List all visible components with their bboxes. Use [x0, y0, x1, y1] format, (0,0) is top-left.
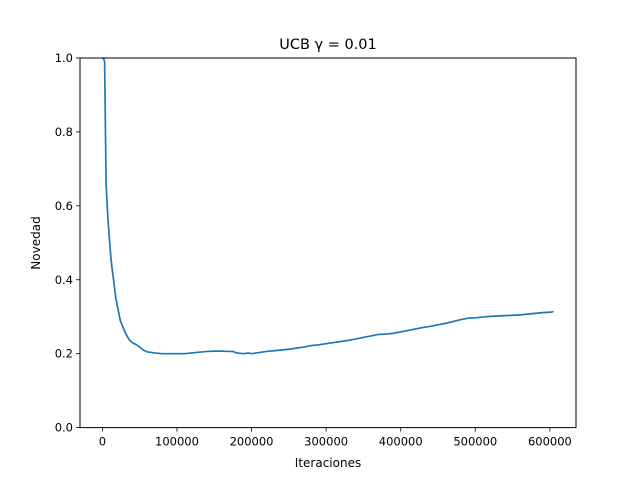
axes-frame: [79, 57, 577, 429]
x-tick-label: 100000: [155, 435, 199, 449]
x-tick-label: 300000: [304, 435, 348, 449]
y-axis-label: Novedad: [29, 216, 43, 269]
x-tick-label: 0: [99, 435, 106, 449]
y-tick-label: 0.8: [55, 125, 73, 139]
y-tick-label: 0.6: [55, 199, 73, 213]
y-axis-ticks: 0.0 0.2 0.4 0.6 0.8 1.0: [55, 51, 80, 435]
y-tick-label: 0.0: [55, 421, 73, 435]
y-tick-label: 0.4: [55, 273, 73, 287]
plot-area: [101, 57, 554, 355]
x-axis-label: Iteraciones: [295, 456, 361, 470]
chart-title: UCB γ = 0.01: [279, 37, 377, 53]
series-line: [101, 57, 554, 355]
x-tick-label: 500000: [453, 435, 497, 449]
y-tick-label: 0.2: [55, 347, 73, 361]
x-tick-label: 600000: [528, 435, 572, 449]
x-tick-label: 200000: [230, 435, 274, 449]
y-tick-label: 1.0: [55, 51, 73, 65]
x-tick-label: 400000: [379, 435, 423, 449]
x-axis-ticks: 0 100000 200000 300000 400000 500000 600000: [99, 427, 572, 449]
